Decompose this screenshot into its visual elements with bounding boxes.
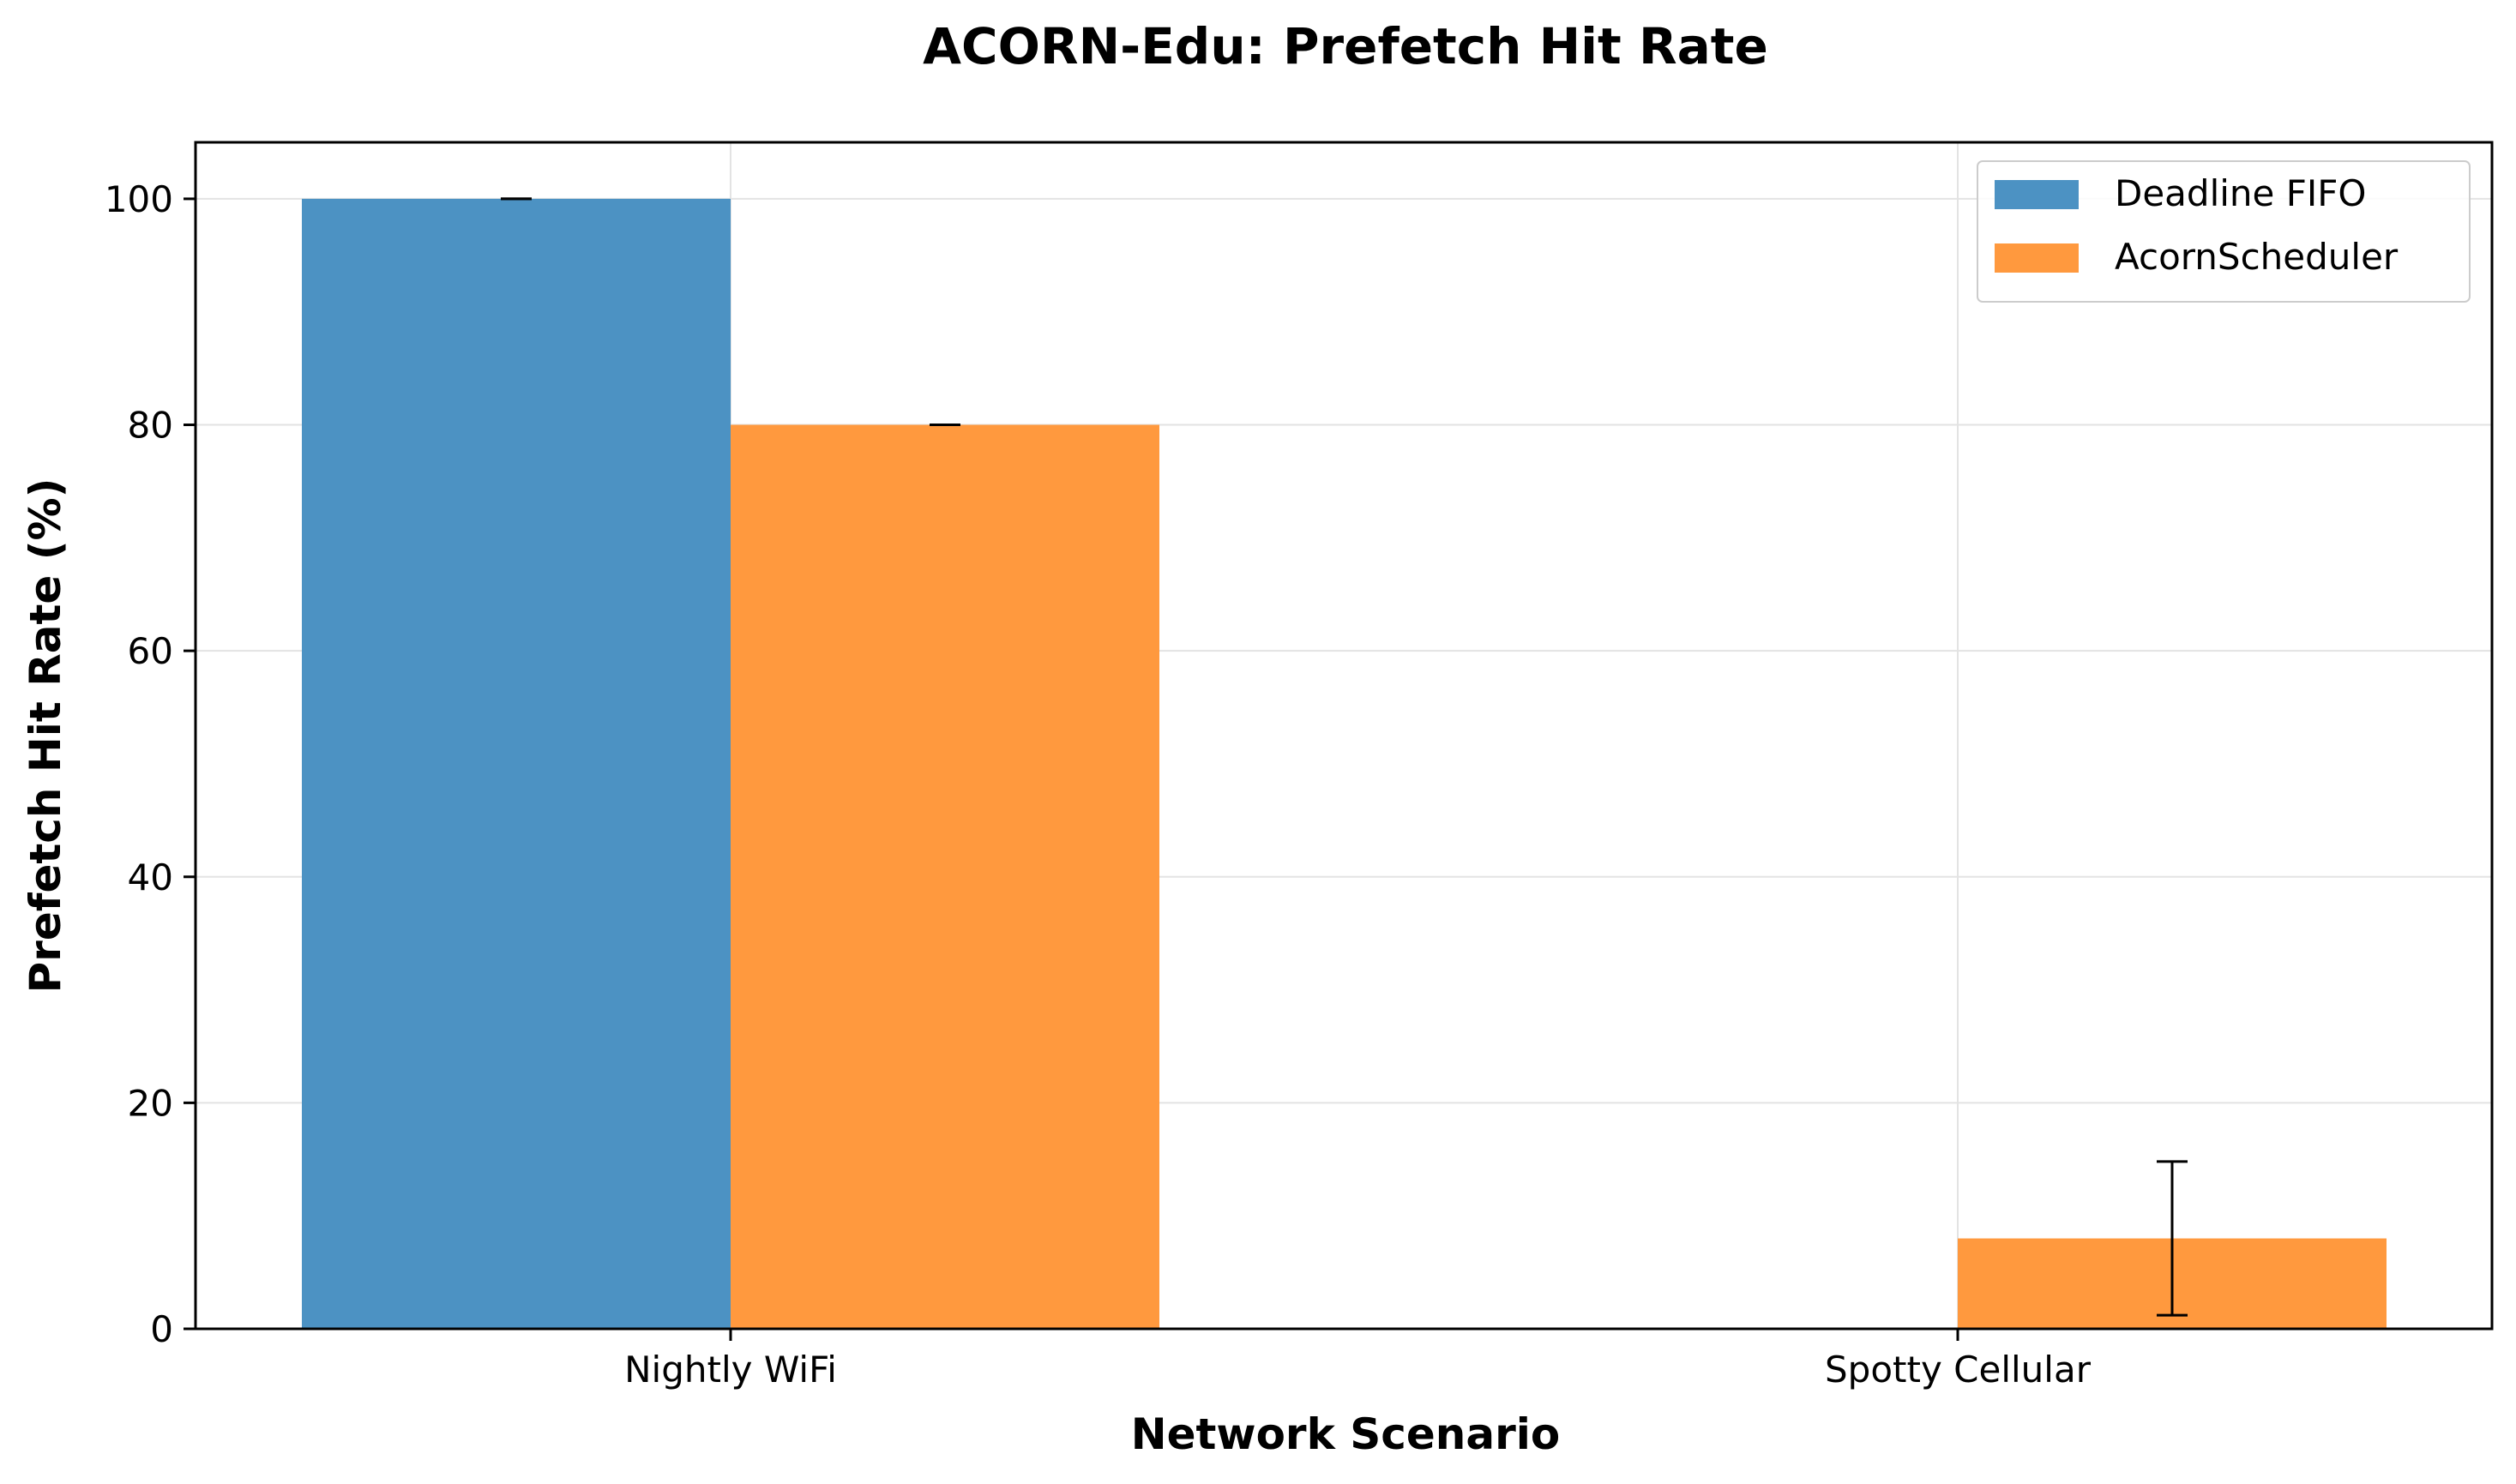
legend-label: AcornScheduler: [2115, 236, 2399, 278]
y-tick-label: 20: [128, 1082, 173, 1124]
legend-label: Deadline FIFO: [2115, 172, 2367, 214]
legend-swatch: [1995, 180, 2079, 209]
bar: [731, 424, 1159, 1329]
y-tick-label: 60: [128, 630, 173, 672]
x-axis-label: Network Scenario: [1131, 1409, 1561, 1459]
chart-title: ACORN-Edu: Prefetch Hit Rate: [923, 17, 1768, 75]
y-axis-label: Prefetch Hit Rate (%): [21, 478, 70, 994]
plot-frame: [194, 141, 2494, 1331]
legend-box: [1977, 160, 2471, 303]
y-tick-label: 80: [128, 405, 173, 447]
legend-swatch: [1995, 243, 2079, 273]
y-tick-label: 40: [128, 856, 173, 898]
bar: [302, 198, 731, 1329]
x-tick-label: Spotty Cellular: [1825, 1349, 2092, 1391]
x-tick-label: Nightly WiFi: [624, 1349, 837, 1391]
y-tick-label: 0: [150, 1308, 173, 1350]
bars: [302, 198, 2387, 1329]
legend: Deadline FIFO AcornScheduler: [1977, 160, 2471, 303]
y-tick-label: 100: [105, 178, 173, 220]
axes: 0 20 40 60 80 100 Nightly WiFi Spotty Cellular: [105, 178, 2092, 1391]
